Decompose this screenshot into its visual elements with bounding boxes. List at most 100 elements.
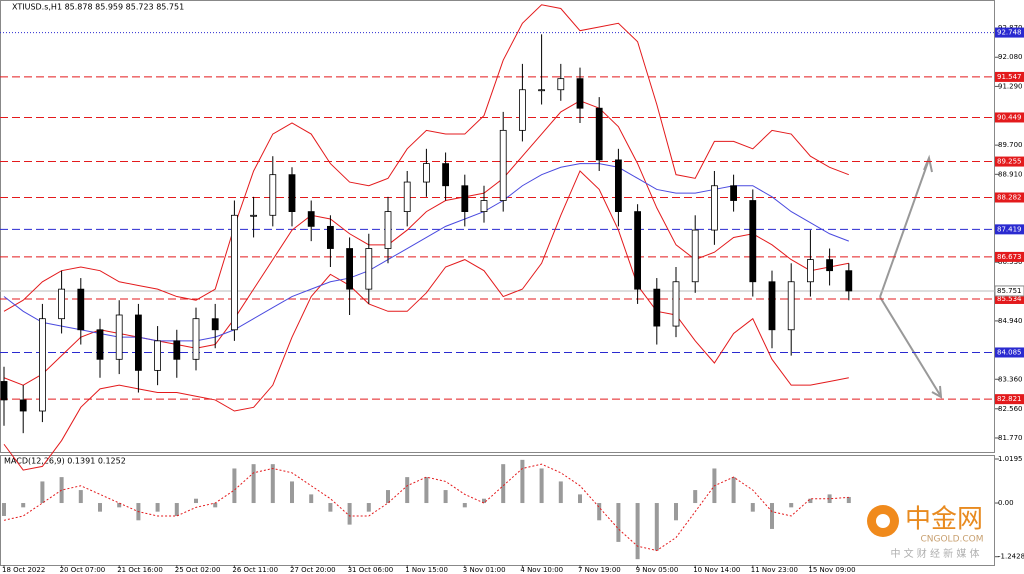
macd-bar xyxy=(424,477,429,504)
x-tick-label: 25 Oct 02:00 xyxy=(175,566,221,574)
macd-bar xyxy=(635,503,640,560)
macd-bar xyxy=(98,503,102,512)
candle-body xyxy=(538,89,545,92)
macd-bar xyxy=(808,498,813,504)
macd-bar xyxy=(40,481,45,504)
candle-body xyxy=(768,281,776,331)
x-tick-label: 31 Oct 06:00 xyxy=(348,566,394,574)
macd-bar xyxy=(597,503,602,521)
macd-bar xyxy=(270,464,275,504)
macd-bar xyxy=(693,490,698,504)
indicator-line xyxy=(3,463,849,552)
macd-bar xyxy=(366,503,371,512)
candle-body xyxy=(730,185,737,201)
macd-bar xyxy=(520,459,525,504)
level-tag xyxy=(995,394,1024,405)
candle-body xyxy=(326,225,334,249)
macd-bar xyxy=(328,503,333,512)
y-tick-label: 1.0195 xyxy=(998,455,1023,463)
level-tag xyxy=(995,71,1024,82)
candle-body xyxy=(307,211,315,227)
y-tick-label: -1.2428 xyxy=(998,553,1024,561)
candle-body xyxy=(0,381,8,401)
level-tag xyxy=(995,251,1024,262)
candle-body xyxy=(442,163,450,187)
x-tick-label: 3 Nov 01:00 xyxy=(463,566,506,574)
y-tick-label: 82.560 xyxy=(998,405,1023,413)
macd-bar xyxy=(462,503,467,508)
x-tick-label: 20 Oct 07:00 xyxy=(60,566,106,574)
x-tick-label: 7 Nov 19:00 xyxy=(578,566,621,574)
arrow-head xyxy=(923,154,933,173)
level-tag xyxy=(995,156,1024,167)
candle-body xyxy=(115,314,123,360)
macd-bar xyxy=(443,490,448,504)
chart-title: XTIUSD.s,H1 85.878 85.959 85.723 85.751 xyxy=(12,3,184,12)
candle-body xyxy=(39,318,46,412)
candle-body xyxy=(711,185,718,231)
projection-arrows xyxy=(879,154,943,399)
y-tick-label: 92.080 xyxy=(998,53,1023,61)
level-label: 85.534 xyxy=(997,295,1022,303)
candle-body xyxy=(250,214,258,217)
candle-body xyxy=(845,270,853,292)
macd-bar xyxy=(251,464,256,504)
current-price-tag xyxy=(994,285,1024,297)
x-tick-label: 18 Oct 2022 xyxy=(2,566,45,574)
level-tag xyxy=(995,27,1024,38)
candle-body xyxy=(269,174,277,216)
level-label: 86.673 xyxy=(997,253,1022,261)
x-tick-label: 1 Nov 15:00 xyxy=(405,566,448,574)
macd-title: MACD(12,26,9) 0.1391 0.1252 xyxy=(4,457,126,466)
slogan: 中 文 财 经 新 媒 体 xyxy=(890,547,979,560)
macd-bar xyxy=(789,503,794,508)
y-tick-label: 91.290 xyxy=(998,82,1023,90)
y-tick-label: 86.530 xyxy=(998,258,1023,266)
candle-body xyxy=(96,329,104,360)
indicator-line xyxy=(3,170,849,471)
macd-bar xyxy=(558,481,563,504)
candle-body xyxy=(211,318,219,331)
candle-body xyxy=(634,211,641,290)
x-tick-label: 15 Nov 09:00 xyxy=(808,566,855,574)
level-label: 89.255 xyxy=(997,158,1022,166)
candle-body xyxy=(19,399,27,412)
macd-bar xyxy=(827,494,832,504)
level-tag xyxy=(995,347,1024,358)
candle-body xyxy=(173,340,181,360)
current-price-label: 85.751 xyxy=(997,287,1022,295)
logo-inner xyxy=(876,514,890,528)
macd-bar xyxy=(347,503,352,525)
candle-body xyxy=(154,340,162,371)
candle-body xyxy=(403,181,411,212)
macd-bar xyxy=(578,494,582,504)
macd-bar xyxy=(194,498,198,504)
candle-body xyxy=(691,229,699,283)
candle-body xyxy=(77,288,85,331)
candle-body xyxy=(749,200,757,283)
indicator-line xyxy=(3,4,849,312)
candle-body xyxy=(519,89,526,131)
arrow-head xyxy=(931,385,943,399)
level-label: 88.282 xyxy=(997,193,1022,201)
x-tick-label: 9 Nov 05:00 xyxy=(636,566,679,574)
macd-bar xyxy=(539,468,544,504)
macd-bar xyxy=(770,503,774,529)
candle-body xyxy=(58,288,65,320)
candle-body xyxy=(288,174,296,212)
main-frame xyxy=(0,0,995,453)
indicator-line xyxy=(3,163,849,342)
y-tick-label: 0.00 xyxy=(998,499,1014,507)
y-tick-label: 89.700 xyxy=(998,141,1023,149)
macd-bar xyxy=(750,503,755,512)
macd-bar xyxy=(21,503,26,508)
indicator-line xyxy=(3,100,849,386)
candle-body xyxy=(384,211,392,249)
brand: 中金网 xyxy=(905,505,983,535)
level-tag xyxy=(995,224,1024,235)
y-tick-label: 84.940 xyxy=(998,317,1023,325)
macd-bar xyxy=(731,477,736,504)
level-label: 92.748 xyxy=(997,29,1022,37)
site: CNGOLD.COM xyxy=(920,535,983,545)
x-tick-label: 11 Nov 23:00 xyxy=(751,566,798,574)
